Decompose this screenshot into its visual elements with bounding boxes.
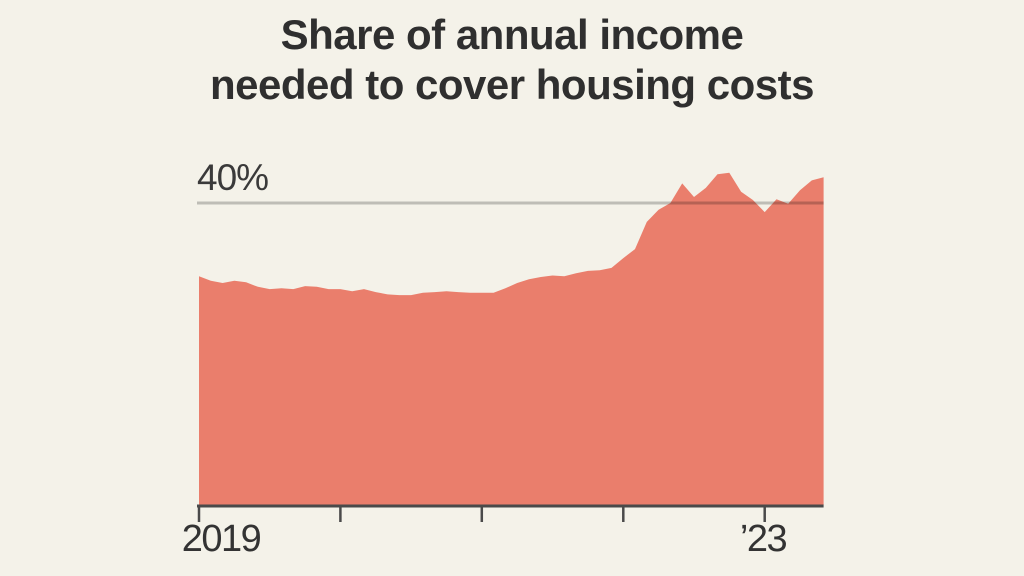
x-axis-label-23: ’23 [739, 518, 788, 560]
area-series-housing-cost-share [199, 172, 824, 506]
chart-title: Share of annual income needed to cover h… [0, 10, 1024, 110]
x-axis-label-2019: 2019 [181, 518, 262, 560]
chart-title-line-2: needed to cover housing costs [210, 61, 814, 108]
y-axis-gridline-label: 40% [197, 157, 269, 198]
chart-title-line-1: Share of annual income [280, 11, 744, 58]
